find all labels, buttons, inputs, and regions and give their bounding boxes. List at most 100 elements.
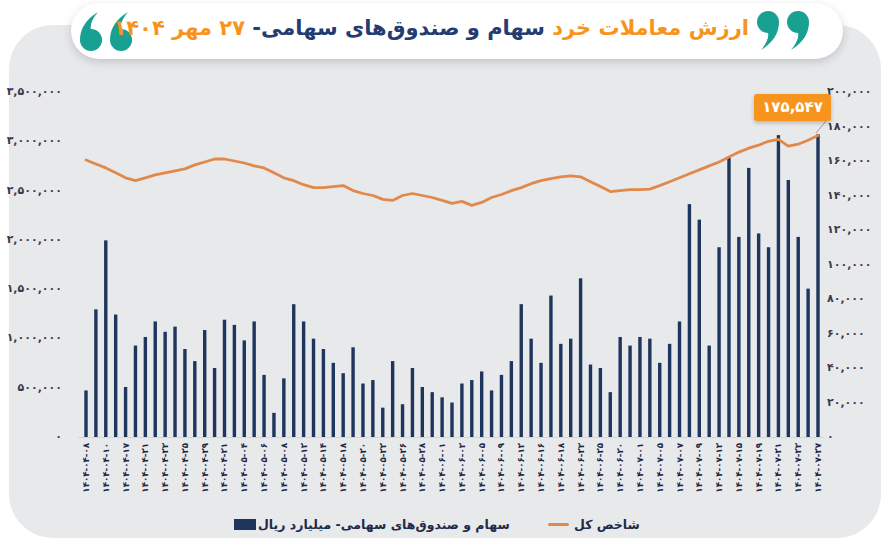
bar: [727, 158, 730, 437]
x-axis-label: ۱۴۰۴-۰۶-۰۵: [476, 443, 488, 505]
x-axis-label: ۱۴۰۴-۰۷-۱۳: [713, 443, 725, 505]
bar: [341, 373, 344, 437]
bar: [371, 380, 374, 437]
x-axis-label: ۱۴۰۴-۰۶-۱۲: [515, 443, 527, 505]
left-axis-label: ۵۰۰,۰۰۰: [4, 381, 62, 394]
left-axis-label: ۲,۵۰۰,۰۰۰: [4, 184, 62, 197]
bar: [816, 134, 819, 437]
bar: [549, 296, 552, 437]
x-axis-label: ۱۴۰۴-۰۴-۰۸: [80, 443, 92, 505]
bar: [529, 339, 532, 437]
x-axis-label: ۱۴۰۴-۰۷-۰۷: [674, 443, 686, 505]
right-axis-label: ۱۸۰,۰۰۰: [827, 120, 871, 133]
bar: [500, 375, 503, 437]
bar: [94, 309, 97, 437]
x-axis-label: ۱۴۰۴-۰۵-۰۶: [258, 443, 270, 505]
bar: [737, 237, 740, 437]
x-axis-label: ۱۴۰۴-۰۷-۲۷: [812, 443, 824, 505]
right-axis-label: ۸۰,۰۰۰: [827, 292, 865, 305]
bar: [322, 349, 325, 437]
bar: [658, 363, 661, 437]
bar: [431, 392, 434, 437]
x-axis-label: ۱۴۰۴-۰۵-۲۲: [377, 443, 389, 505]
bar: [638, 337, 641, 437]
bar: [648, 339, 651, 437]
bar: [520, 304, 523, 437]
x-axis-label: ۱۴۰۴-۰۵-۲۶: [397, 443, 409, 505]
x-axis-label: ۱۴۰۴-۰۵-۱۸: [337, 443, 349, 505]
bar: [707, 346, 710, 437]
bar: [144, 337, 147, 437]
bar: [312, 339, 315, 437]
bar: [777, 135, 780, 437]
x-axis-label: ۱۴۰۴-۰۷-۲۳: [792, 443, 804, 505]
bar: [401, 404, 404, 437]
left-axis-label: ۱,۵۰۰,۰۰۰: [4, 282, 62, 295]
right-axis-label: ۲۰,۰۰۰: [827, 396, 865, 409]
x-axis-label: ۱۴۰۴-۰۴-۲۵: [179, 443, 191, 505]
x-axis-label: ۱۴۰۴-۰۵-۱۴: [317, 443, 329, 505]
bar: [381, 408, 384, 437]
bar: [134, 346, 137, 437]
legend-line-swatch: [548, 523, 569, 526]
bar: [450, 403, 453, 438]
x-axis-label: ۱۴۰۴-۰۷-۲۱: [772, 443, 784, 505]
legend-bars-label: سهام و صندوق‌های سهامی- میلیارد ریال: [258, 517, 510, 532]
right-axis-label: ۴۰,۰۰۰: [827, 361, 865, 374]
bar: [292, 304, 295, 437]
x-axis-label: ۱۴۰۴-۰۶-۱۸: [555, 443, 567, 505]
bar: [183, 349, 186, 437]
bar: [628, 346, 631, 437]
x-axis-label: ۱۴۰۴-۰۶-۰۱: [436, 443, 448, 505]
bar: [193, 361, 196, 437]
bar: [223, 320, 226, 437]
bar: [480, 371, 483, 437]
bar: [767, 247, 770, 437]
bar: [559, 344, 562, 437]
bar: [173, 327, 176, 437]
bar: [569, 339, 572, 437]
bar: [411, 368, 414, 437]
x-axis-label: ۱۴۰۴-۰۵-۰۸: [278, 443, 290, 505]
bar: [84, 390, 87, 437]
bar: [797, 237, 800, 437]
x-axis-label: ۱۴۰۴-۰۶-۰۳: [456, 443, 468, 505]
bar: [490, 390, 493, 437]
x-axis-label: ۱۴۰۴-۰۴-۲۳: [159, 443, 171, 505]
bar: [787, 180, 790, 437]
x-axis-label: ۱۴۰۴-۰۵-۱۲: [298, 443, 310, 505]
bar: [757, 233, 760, 437]
right-axis-label: ۰: [827, 430, 834, 443]
x-axis-label: ۱۴۰۴-۰۴-۲۹: [199, 443, 211, 505]
bar: [213, 368, 216, 437]
bar: [589, 365, 592, 437]
x-axis-label: ۱۴۰۴-۰۴-۱۰: [100, 443, 112, 505]
x-axis-label: ۱۴۰۴-۰۷-۰۱: [634, 443, 646, 505]
bar: [470, 380, 473, 437]
bar: [203, 330, 206, 437]
index-line: [86, 135, 818, 205]
right-axis-label: ۲۰۰,۰۰۰: [827, 85, 871, 98]
x-axis-label: ۱۴۰۴-۰۵-۲۸: [416, 443, 428, 505]
x-axis-label: ۱۴۰۴-۰۷-۰۹: [693, 443, 705, 505]
bar: [243, 340, 246, 437]
x-axis-label: ۱۴۰۴-۰۴-۱۷: [120, 443, 132, 505]
bar: [747, 168, 750, 437]
bar: [361, 384, 364, 437]
left-axis-label: ۳,۵۰۰,۰۰۰: [4, 85, 62, 98]
x-axis-label: ۱۴۰۴-۰۵-۲۰: [357, 443, 369, 505]
bar: [460, 384, 463, 437]
bar: [688, 204, 691, 437]
bar: [539, 363, 542, 437]
bar: [421, 387, 424, 437]
bar: [678, 321, 681, 437]
x-axis-label: ۱۴۰۴-۰۴-۳۱: [218, 443, 230, 505]
bar: [282, 378, 285, 437]
left-axis-label: ۲,۰۰۰,۰۰۰: [4, 233, 62, 246]
x-axis-label: ۱۴۰۴-۰۶-۲۵: [594, 443, 606, 505]
bar: [233, 325, 236, 437]
bar: [806, 289, 809, 437]
bar: [104, 240, 107, 437]
x-axis-label: ۱۴۰۴-۰۶-۱۶: [535, 443, 547, 505]
legend-line-label: شاخص کل: [574, 517, 640, 532]
